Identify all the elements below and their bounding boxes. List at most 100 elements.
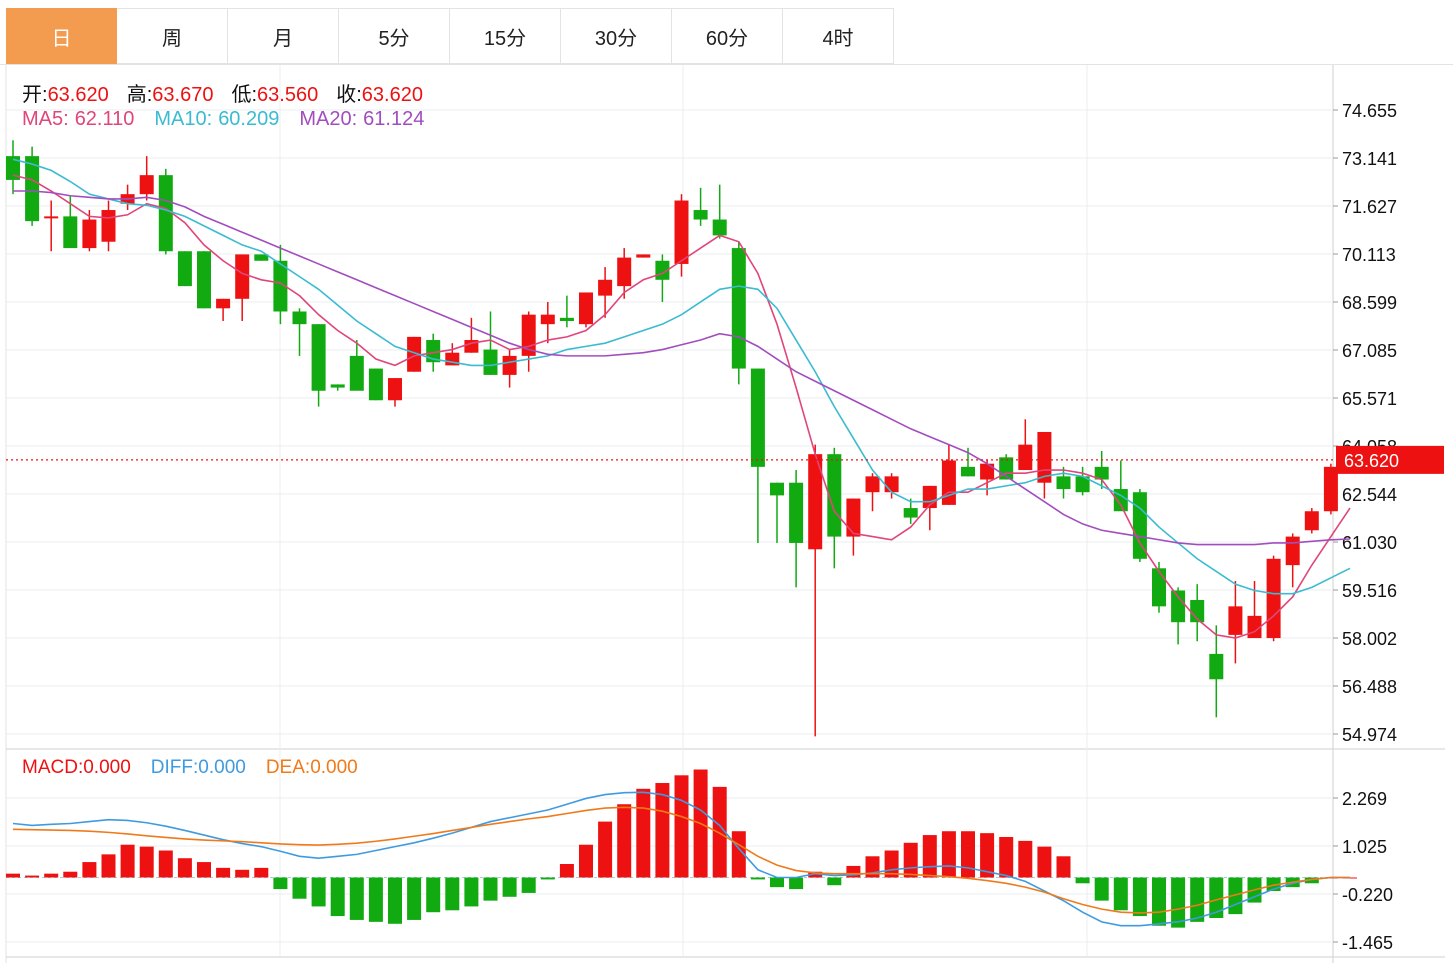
y-tick-label-8: 62.544 [1342,485,1397,505]
candle-body-18 [349,355,364,391]
macd-y-tick-label-2: -0.220 [1342,885,1393,905]
macd-info: MACD:0.000 DIFF:0.000 DEA:0.000 [22,757,358,779]
candle-body-26 [502,355,517,375]
macd-bar-52 [999,837,1014,878]
period-tabs: 日周月 5分 15分 30分 60分 4时 [6,8,894,64]
macd-bar-62 [1190,877,1205,922]
candle-body-32 [617,257,632,287]
dea-line [12,806,1350,914]
macd-bar-34 [655,783,670,878]
diff-line [12,791,1350,927]
ma-line-ma10 [12,158,1351,595]
macd-value: 0.000 [83,757,131,778]
candle-body-50 [961,466,975,477]
macd-bar-9 [177,858,192,878]
diff-value: 0.000 [198,757,246,778]
candle-body-57 [1094,466,1109,480]
tab-3[interactable]: 5分 [339,8,450,64]
current-price-label: 63.620 [1344,451,1399,471]
macd-y-tick-label-3: -1.465 [1342,933,1393,953]
y-tick-label-3: 70.113 [1342,245,1396,265]
macd-bar-61 [1171,877,1186,928]
macd-bar-63 [1209,877,1224,918]
candle-body-41 [789,482,804,543]
candle-body-28 [540,314,555,325]
macd-bar-55 [1056,856,1071,878]
candle-body-62 [1190,600,1205,623]
ma5-label: MA5: [22,108,69,130]
y-tick-label-6: 65.571 [1342,389,1397,409]
macd-bar-41 [789,877,804,890]
candle-body-40 [770,482,784,496]
low-value: 63.560 [257,84,319,106]
candle-body-20 [388,378,402,401]
candle-body-17 [330,384,345,388]
close-value: 63.620 [361,84,423,106]
macd-bar-30 [579,844,593,878]
macd-bar-23 [445,877,460,911]
ma-line-ma5 [12,174,1351,639]
candle-body-66 [1266,558,1281,639]
candle-body-3 [63,216,78,249]
candle-body-0 [6,156,20,180]
y-tick-label-5: 67.085 [1342,341,1397,361]
candle-body-16 [311,324,326,391]
candle-body-13 [254,254,269,261]
candle-body-60 [1152,568,1166,607]
macd-bar-42 [808,871,823,878]
macd-bar-49 [941,831,956,878]
candle-body-14 [273,260,288,312]
macd-bar-33 [636,788,651,878]
macd-bar-44 [846,865,861,878]
tab-6[interactable]: 60分 [672,8,783,64]
candle-body-1 [25,156,40,222]
candle-body-56 [1075,476,1090,493]
y-tick-label-13: 54.974 [1342,725,1397,745]
y-tick-label-2: 71.627 [1342,197,1397,217]
macd-bar-37 [712,786,727,878]
ohlc-info: 开:63.620 高:63.670 低:63.560 收:63.620 [22,78,423,107]
candle-body-46 [884,476,899,493]
candle-body-67 [1285,536,1300,566]
candle-body-31 [598,279,613,296]
dea-label: DEA: [265,757,311,778]
y-tick-label-9: 61.030 [1342,533,1397,553]
candle-body-37 [712,219,727,236]
macd-bar-32 [617,804,632,878]
candle-body-64 [1228,606,1243,635]
candle-body-42 [808,454,823,550]
tab-2[interactable]: 月 [228,8,339,64]
candle-body-7 [139,175,154,195]
macd-bar-0 [6,873,20,878]
candle-body-30 [579,292,593,325]
macd-bar-2 [44,873,59,878]
tab-5[interactable]: 30分 [561,8,672,64]
current-price-tag [1336,445,1444,474]
tab-4[interactable]: 15分 [450,8,561,64]
high-label: 高: [126,84,153,106]
y-tick-label-11: 58.002 [1342,629,1397,649]
tab-7[interactable]: 4时 [783,8,894,64]
candle-body-2 [44,216,59,219]
macd-bar-31 [598,821,613,878]
macd-bar-24 [464,877,479,907]
candle-body-59 [1132,492,1147,559]
macd-bar-12 [235,869,250,878]
macd-bar-53 [1018,840,1033,878]
candle-body-12 [235,254,250,299]
macd-bar-50 [961,831,975,878]
macd-bar-26 [502,877,517,897]
tab-1[interactable]: 周 [117,8,228,64]
open-value: 63.620 [47,84,109,106]
y-tick-label-1: 73.141 [1342,149,1397,169]
candle-body-39 [750,368,765,467]
macd-bar-14 [273,877,288,890]
macd-bar-54 [1037,846,1052,878]
candle-body-53 [1018,444,1033,471]
macd-bar-29 [559,864,574,878]
tab-0[interactable]: 日 [6,8,117,64]
tabs-divider [0,64,1453,65]
candle-body-69 [1323,466,1338,512]
macd-bar-59 [1132,877,1147,917]
candle-body-10 [197,251,211,309]
